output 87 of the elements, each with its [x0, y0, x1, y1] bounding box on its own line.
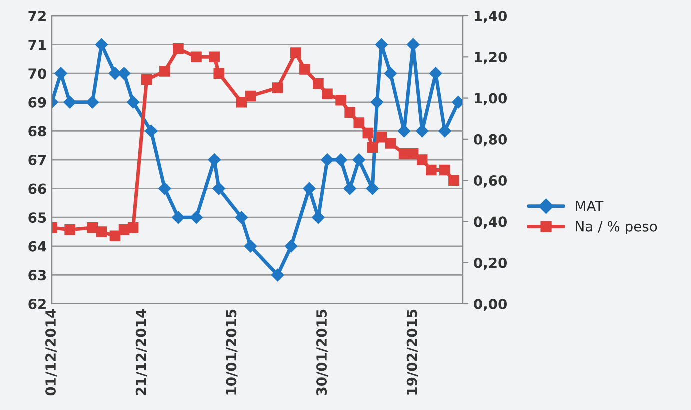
- point: [54, 67, 68, 80]
- x-tick-label: 30/01/2015: [316, 310, 328, 396]
- y-tick-label: 72: [28, 10, 46, 22]
- y2-tick-label: 0,00: [474, 298, 508, 312]
- legend-label: MAT: [576, 201, 604, 212]
- point: [385, 138, 396, 149]
- y2-tick-label: 0,60: [474, 176, 508, 188]
- y-tick-label: 63: [28, 270, 46, 281]
- point: [367, 142, 378, 154]
- y-tick-label: 69: [28, 97, 46, 108]
- point: [96, 226, 108, 238]
- point: [86, 96, 100, 109]
- point: [354, 118, 364, 128]
- point: [416, 154, 428, 166]
- point: [272, 82, 284, 94]
- point: [290, 48, 302, 58]
- point: [406, 38, 420, 52]
- point: [128, 222, 139, 234]
- y-tick-label: 71: [28, 40, 46, 50]
- point: [212, 182, 226, 196]
- y-tick-label: 64: [28, 241, 46, 252]
- point: [160, 66, 170, 77]
- y-tick-label: 68: [28, 126, 46, 137]
- point: [118, 67, 131, 80]
- point: [375, 38, 388, 52]
- point: [438, 124, 452, 138]
- point: [336, 94, 346, 106]
- point: [362, 128, 374, 139]
- point: [64, 96, 76, 109]
- point: [209, 52, 220, 63]
- point: [158, 182, 172, 196]
- point: [126, 96, 140, 109]
- y-tick-label: 67: [28, 154, 46, 166]
- y2-tick-label: 0,20: [474, 258, 508, 270]
- point: [108, 67, 122, 80]
- x-tick-label: 10/01/2015: [226, 310, 238, 395]
- y2-tick-label: 0,40: [474, 216, 508, 229]
- point: [95, 38, 108, 52]
- point: [173, 44, 184, 54]
- y-tick-label: 62: [28, 298, 46, 310]
- y2-tick-label: 1,00: [474, 93, 508, 106]
- point: [214, 68, 224, 79]
- point: [440, 164, 450, 176]
- point: [322, 88, 333, 100]
- point: [312, 211, 325, 224]
- point: [235, 211, 248, 224]
- legend-label: Na / % peso: [576, 221, 658, 235]
- point: [344, 107, 356, 118]
- point: [144, 124, 158, 138]
- point: [303, 182, 316, 196]
- y2-tick-label: 1,20: [474, 52, 508, 64]
- point: [321, 154, 334, 166]
- point: [236, 97, 248, 108]
- y-tick-label: 66: [28, 184, 46, 194]
- point: [64, 224, 76, 236]
- point: [448, 175, 460, 186]
- y-tick-label: 70: [28, 68, 46, 80]
- point: [190, 211, 203, 224]
- point: [313, 78, 324, 90]
- point: [244, 240, 258, 253]
- point: [426, 164, 437, 176]
- point: [271, 268, 284, 282]
- point: [408, 148, 419, 160]
- point: [191, 52, 202, 63]
- point: [334, 154, 348, 166]
- x-tick-label: 21/12/2014: [136, 310, 148, 396]
- point: [110, 230, 121, 242]
- y2-tick-label: 1,40: [474, 10, 508, 24]
- point: [300, 64, 310, 75]
- y2-tick-label: 0,80: [474, 134, 508, 147]
- point: [366, 182, 380, 196]
- x-tick-label: 19/02/2015: [406, 310, 418, 395]
- point: [284, 240, 298, 253]
- point: [141, 74, 152, 86]
- point: [245, 90, 256, 102]
- point: [416, 124, 429, 138]
- y-tick-label: 65: [28, 212, 46, 224]
- point: [398, 124, 411, 138]
- point: [384, 67, 398, 80]
- x-tick-label: 01/12/2014: [46, 310, 58, 396]
- point: [376, 132, 388, 143]
- point: [87, 222, 98, 234]
- point: [352, 154, 366, 166]
- point: [172, 211, 185, 224]
- point: [370, 96, 384, 109]
- point: [344, 182, 356, 196]
- point: [208, 154, 222, 166]
